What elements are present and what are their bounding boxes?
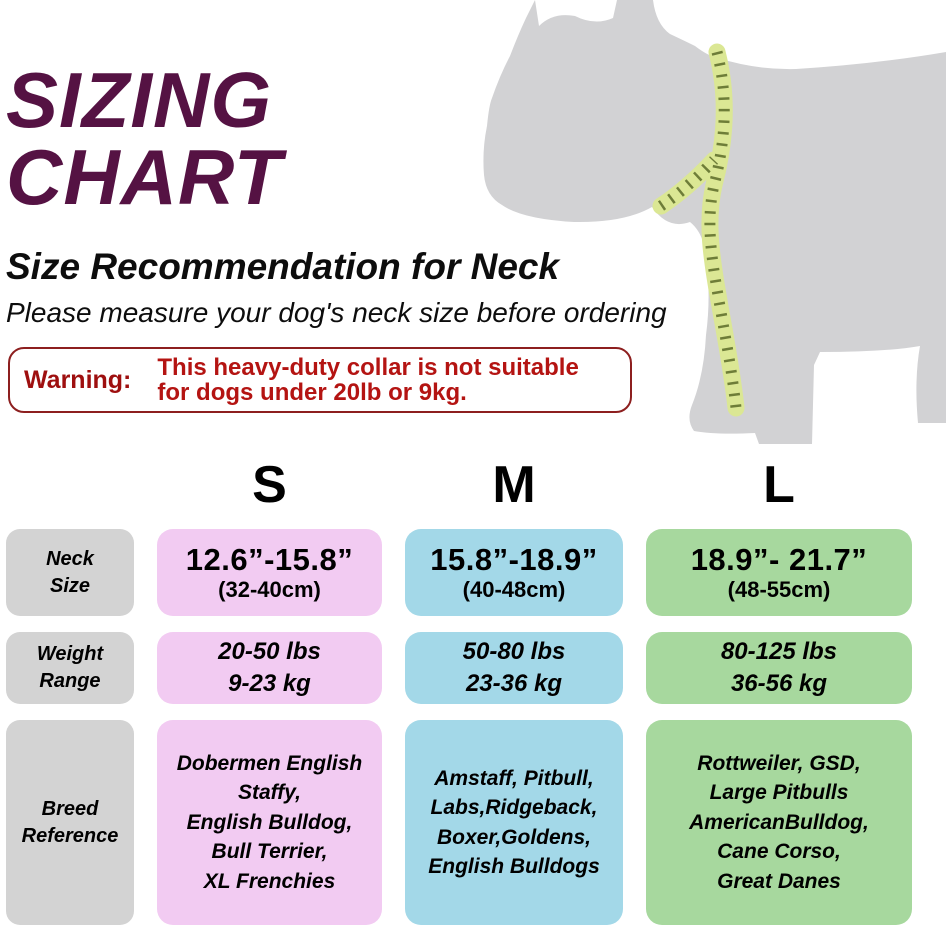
warning-label: Warning:: [24, 365, 132, 394]
weight-range-cell-s: 20-50 lbs 9-23 kg: [157, 632, 382, 704]
dog-illustration: [483, 0, 946, 444]
neck-size-cell-m: 15.8”-18.9” (40-48cm): [405, 529, 623, 616]
column-header-l: L: [763, 456, 795, 514]
neck-size-cm-l: (48-55cm): [727, 577, 831, 602]
neck-size-cell-s: 12.6”-15.8” (32-40cm): [157, 529, 382, 616]
neck-size-inches-l: 18.9”- 21.7”: [690, 542, 868, 577]
breed-reference-cell-s: Dobermen English Staffy, English Bulldog…: [157, 720, 382, 925]
weight-range-cell-l: 80-125 lbs 36-56 kg: [646, 632, 912, 704]
column-header-m: M: [492, 456, 536, 514]
neck-size-cell-l: 18.9”- 21.7” (48-55cm): [646, 529, 912, 616]
breed-reference-cell-l: Rottweiler, GSD, Large Pitbulls American…: [646, 720, 912, 925]
table-corner-spacer: [6, 457, 134, 513]
column-header-s: S: [252, 456, 287, 514]
warning-text: This heavy-duty collar is not suitable f…: [157, 353, 579, 406]
measure-note: Please measure your dog's neck size befo…: [6, 297, 667, 328]
tape-tick-marks: [704, 50, 742, 409]
neck-size-inches-m: 15.8”-18.9”: [430, 542, 598, 577]
row-label-neck-size: Neck Size: [6, 529, 134, 616]
breed-reference-cell-m: Amstaff, Pitbull, Labs,Ridgeback, Boxer,…: [405, 720, 623, 925]
row-label-weight-range: Weight Range: [6, 632, 134, 704]
neck-size-cm-m: (40-48cm): [462, 577, 566, 602]
neck-size-inches-s: 12.6”-15.8”: [185, 542, 354, 577]
subtitle: Size Recommendation for Neck: [6, 246, 560, 287]
size-table: S M L Neck Size 12.6”-15.8” (32-40cm) 15…: [6, 456, 912, 925]
weight-range-cell-m: 50-80 lbs 23-36 kg: [405, 632, 623, 704]
warning-box: Warning: This heavy-duty collar is not s…: [8, 347, 632, 413]
page-title: SIZING CHART: [6, 56, 283, 221]
row-label-breed-reference: Breed Reference: [6, 720, 134, 925]
page-title-line1: SIZING: [6, 56, 273, 144]
neck-size-cm-s: (32-40cm): [218, 577, 321, 602]
page-title-line2: CHART: [6, 133, 283, 221]
measuring-tape-neck: [652, 151, 723, 215]
